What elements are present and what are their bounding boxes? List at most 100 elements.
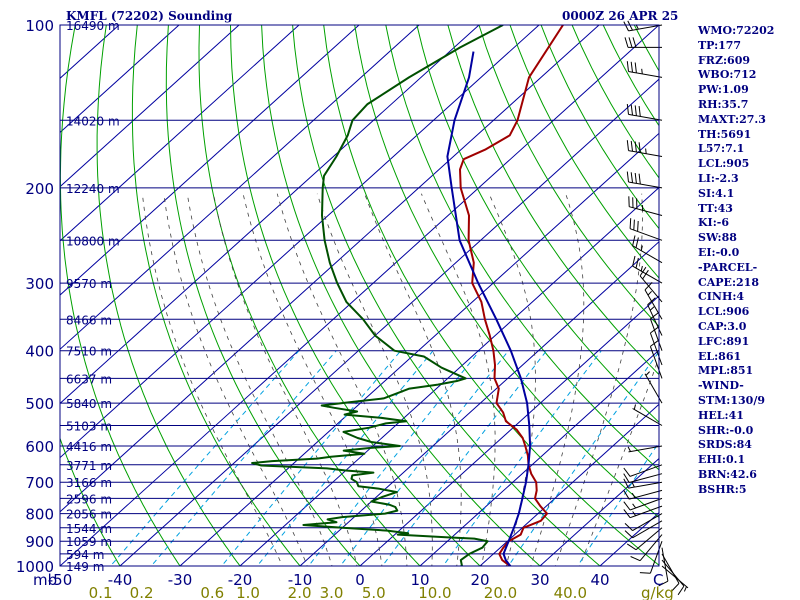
- mixing-unit-label: g/kg: [641, 584, 674, 600]
- index-item: -WIND-: [698, 379, 744, 393]
- wind-barb: [649, 312, 663, 351]
- temperature-profile: [459, 25, 564, 566]
- temperature-tick-label: -20: [228, 571, 253, 589]
- wind-barb: [632, 235, 663, 264]
- mixing-ratio-label: 5.0: [362, 584, 386, 600]
- isotherm-line: [60, 25, 659, 566]
- plot-frame: [59, 24, 660, 567]
- height-label: 9570 m: [66, 277, 112, 291]
- index-item: EL:861: [698, 349, 742, 363]
- height-label: 1544 m: [66, 522, 112, 536]
- moist-adiabat-line: [554, 193, 643, 566]
- mixing-ratio-label: 2.0: [288, 584, 312, 600]
- wind-barb: [632, 404, 663, 426]
- wind-barb: [628, 196, 663, 216]
- wind-barb: [626, 103, 663, 121]
- temperature-tick-label: 10: [410, 571, 429, 589]
- wind-barb: [623, 489, 663, 500]
- wind-barb: [626, 140, 663, 157]
- height-label: 5840 m: [66, 397, 112, 411]
- wind-barb: [639, 541, 663, 574]
- dry-adiabat-line: [354, 25, 659, 519]
- moist-adiabat-line: [421, 193, 496, 566]
- index-item: RH:35.7: [698, 97, 749, 111]
- moist-adiabat-line: [142, 193, 283, 566]
- pressure-label: 800: [25, 506, 54, 524]
- temperature-labels: -50 -40 -30 -20 -10 0 10 20 30 40: [48, 571, 610, 589]
- x-axis-unit-label: mb: [33, 571, 57, 589]
- wind-barb: [624, 513, 663, 532]
- mixing-ratio-line: [221, 350, 402, 566]
- mixing-ratio-label: 0.1: [89, 584, 113, 600]
- moist-adiabat-line: [186, 193, 333, 566]
- mixing-ratio-line: [307, 350, 481, 566]
- wind-barb: [626, 171, 663, 189]
- wind-barb: [623, 505, 663, 519]
- index-item: TT:43: [698, 201, 733, 215]
- dry-adiabat-line: [447, 25, 659, 376]
- dry-adiabat-line: [198, 25, 421, 566]
- isotherm-line: [60, 25, 540, 459]
- moist-adiabat-line: [579, 356, 659, 566]
- pressure-label: 400: [25, 343, 54, 361]
- dry-adiabat-line: [478, 25, 659, 328]
- isotherm-line: [539, 457, 659, 566]
- isotherm-line: [60, 25, 240, 188]
- wind-barb: [626, 61, 663, 78]
- index-item: CAP:3.0: [698, 319, 747, 333]
- isotherm-line: [119, 78, 659, 566]
- stability-indices: WMO:72202 TP:177 FRZ:609 WBO:712 PW:1.09 RH:3…: [698, 24, 774, 498]
- mixing-ratio-line: [150, 350, 337, 566]
- moist-adiabat-line: [163, 193, 308, 566]
- pressure-label: 200: [25, 180, 54, 198]
- index-item: LI:-2.3: [698, 171, 739, 185]
- sounding-time: 0000Z 26 APR 25: [562, 9, 679, 23]
- dry-adiabat-line: [60, 25, 181, 566]
- isotherm-line: [60, 25, 420, 350]
- isotherm-line: [359, 295, 659, 566]
- wind-barb: [629, 218, 663, 241]
- index-item: CAPE:218: [698, 275, 759, 289]
- dry-adiabat-line: [230, 25, 481, 566]
- height-label: 6637 m: [66, 372, 112, 386]
- mixing-ratio-line: [339, 350, 509, 566]
- sounding-profiles: [251, 25, 564, 566]
- station-title: KMFL (72202) Sounding: [66, 9, 233, 23]
- height-label: 12240 m: [66, 182, 120, 196]
- temperature-tick-label: 0: [355, 571, 365, 589]
- moist-adiabat-line: [276, 193, 408, 566]
- dry-adiabat-line: [416, 25, 659, 423]
- isotherm-line: [60, 25, 180, 134]
- mixing-ratio-label: 10.0: [418, 584, 451, 600]
- index-item: LCL:906: [698, 305, 750, 319]
- mixing-ratio-label: 0.2: [130, 584, 154, 600]
- wind-barb: [623, 497, 663, 511]
- dry-adiabat-line: [96, 25, 241, 566]
- mixing-ratio-label: 3.0: [320, 584, 344, 600]
- mixing-ratio-line: [256, 350, 434, 566]
- moist-adiabat-line: [316, 193, 433, 566]
- pressure-label: 600: [25, 438, 54, 456]
- pressure-labels: 100 200 300 400 500 600 700 800 900 1000: [16, 17, 54, 576]
- dewpoint-profile: [251, 25, 504, 566]
- index-item: FRZ:609: [698, 53, 751, 67]
- height-label: 10800 m: [66, 234, 120, 248]
- mixing-ratio-line: [442, 350, 602, 566]
- height-label: 149 m: [66, 560, 104, 574]
- wind-barbs: [623, 20, 689, 596]
- temperature-tick-label: 40: [590, 571, 609, 589]
- wind-barb: [623, 473, 663, 483]
- mixing-ratio-line: [507, 350, 659, 566]
- height-label: 594 m: [66, 548, 104, 562]
- isotherm-lines: [60, 25, 659, 566]
- height-label: 7510 m: [66, 345, 112, 359]
- wind-barb: [623, 20, 663, 32]
- index-item: PW:1.09: [698, 83, 749, 97]
- moist-adiabat-line: [488, 193, 536, 566]
- index-item: KI:-6: [698, 216, 729, 230]
- height-label: 8466 m: [66, 313, 112, 327]
- dry-adiabat-line: [790, 25, 800, 578]
- index-item: BRN:42.6: [698, 467, 757, 481]
- index-item: SHR:-0.0: [698, 423, 754, 437]
